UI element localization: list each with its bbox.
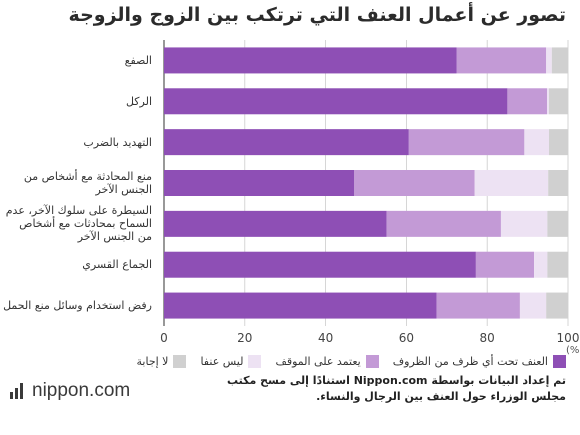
logo-text: nippon.com [32,380,131,401]
bar-segment-5-0 [164,251,476,278]
legend-swatch [365,354,379,368]
bar-segment-4-0 [164,210,387,237]
legend: العنف تحت أي ظرف من الظروف يعتمد على المو… [10,351,566,371]
bar-segment-3-3 [548,170,568,196]
legend-swatch [248,354,262,368]
bar-segment-0-3 [551,47,568,74]
x-tick-label: 80 [480,331,495,345]
bar-segment-6-0 [164,292,437,319]
bar-segment-4-3 [547,210,568,237]
bar-segment-6-2 [519,292,547,319]
category-label: منع المحادثة مع أشخاص من الجنس الآخر [23,169,152,196]
legend-item: العنف تحت أي ظرف من الظروف [392,354,566,368]
x-tick-label: 40 [318,331,333,345]
bar-segment-2-1 [408,129,525,156]
legend-swatch [173,354,187,368]
bar-segment-3-2 [474,170,549,196]
legend-item: يعتمد على الموقف [275,354,379,368]
logo-bars-icon [10,383,26,399]
x-tick-label: 20 [237,331,252,345]
bar-segment-2-3 [549,129,568,156]
legend-item: ليس عنفا [200,354,262,368]
bar-segment-1-0 [164,88,508,115]
bars [164,47,568,319]
unit-label: (%) [566,345,580,356]
bar-segment-0-1 [456,47,547,74]
category-label: التهديد بالضرب [83,135,152,149]
bar-segment-1-1 [507,88,547,115]
source-note: تم إعداد البيانات بواسطة Nippon.com استن… [226,374,566,403]
bar-segment-1-3 [549,88,568,115]
legend-label: ليس عنفا [200,354,244,368]
bar-segment-2-2 [524,129,550,156]
legend-swatch [553,354,566,368]
bar-segment-1-2 [546,88,550,115]
x-tick-label: 0 [160,331,168,345]
x-axis-ticks: 0 20 40 60 80 100 [160,331,579,345]
bar-segment-3-1 [354,170,475,196]
bar-segment-0-2 [546,47,552,74]
nippon-logo[interactable]: nippon.com [10,380,130,402]
x-tick-label: 60 [399,331,414,345]
bar-segment-3-0 [164,170,355,196]
category-label: الجماع القسري [82,258,152,272]
bar-segment-0-0 [164,47,457,74]
bar-segment-6-1 [436,292,520,319]
bar-segment-5-2 [534,251,548,278]
category-label: رفض استخدام وسائل منع الحمل [3,299,152,313]
bar-segment-4-2 [500,210,548,237]
category-label: الركل [125,94,152,108]
bar-segment-5-1 [475,251,535,278]
legend-label: يعتمد على الموقف [275,354,361,368]
category-label: الصفع [124,53,152,67]
bar-segment-4-1 [386,210,501,237]
legend-label: لا إجابة [136,354,169,368]
category-label: السيطرة على سلوك الآخر، عدم السماح بمحاد… [5,204,152,244]
legend-label: العنف تحت أي ظرف من الظروف [392,354,548,368]
bar-segment-2-0 [164,129,409,156]
x-tick-label: 100 [557,331,580,345]
bar-segment-6-3 [546,292,568,319]
chart-title: تصور عن أعمال العنف التي ترتكب بين الزوج… [68,4,566,26]
bar-segment-5-3 [547,251,568,278]
legend-item: لا إجابة [136,354,187,368]
